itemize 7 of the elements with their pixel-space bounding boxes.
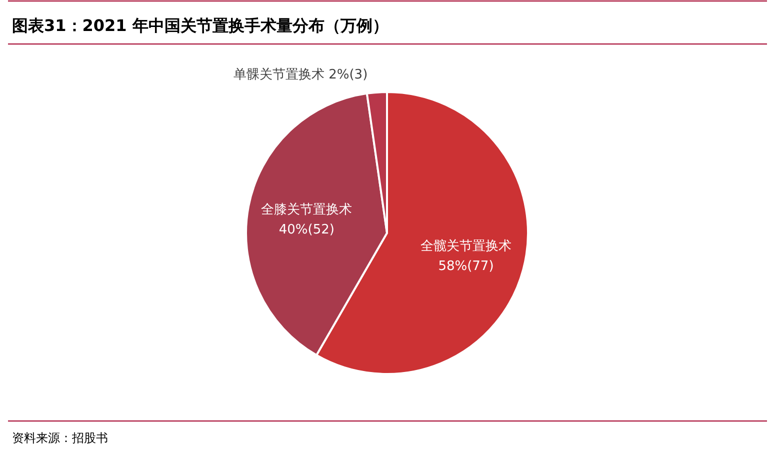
- data-label: 40%(52): [278, 222, 334, 238]
- text: 资料来源：招股书: [12, 431, 108, 445]
- slice-label: 全髋关节置换术: [420, 239, 512, 254]
- chart-title: 图表31：2021 年中国关节置换手术量分布（万例）: [12, 16, 388, 35]
- slice-label: 全膝关节置换术: [261, 202, 352, 218]
- slice-label: 单髁关节置换术 2%(3): [233, 67, 368, 82]
- data-label: 58%(77): [438, 259, 494, 274]
